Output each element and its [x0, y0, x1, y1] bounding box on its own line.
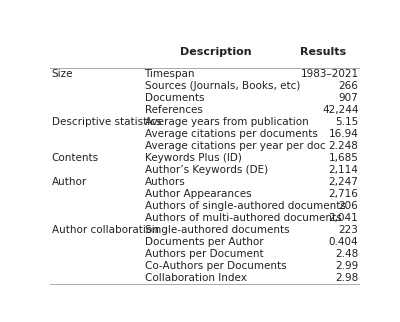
Text: Co-Authors per Documents: Co-Authors per Documents	[144, 261, 286, 271]
Text: 2,247: 2,247	[328, 177, 358, 187]
Text: Average years from publication: Average years from publication	[144, 117, 308, 127]
Text: Authors of single-authored documents: Authors of single-authored documents	[144, 201, 346, 211]
Text: 5.15: 5.15	[335, 117, 358, 127]
Text: Average citations per documents: Average citations per documents	[144, 129, 318, 139]
Text: Descriptive statistics: Descriptive statistics	[52, 117, 161, 127]
Text: Single-authored documents: Single-authored documents	[144, 225, 289, 235]
Text: 16.94: 16.94	[328, 129, 358, 139]
Text: Sources (Journals, Books, etc): Sources (Journals, Books, etc)	[144, 81, 300, 91]
Text: Documents per Author: Documents per Author	[144, 237, 263, 247]
Text: Results: Results	[300, 47, 346, 57]
Text: 2.98: 2.98	[335, 273, 358, 283]
Text: Description: Description	[180, 47, 252, 57]
Text: Keywords Plus (ID): Keywords Plus (ID)	[144, 153, 242, 163]
Text: Documents: Documents	[144, 93, 204, 103]
Text: 42,244: 42,244	[322, 105, 358, 115]
Text: 2,114: 2,114	[328, 165, 358, 175]
Text: 2,041: 2,041	[329, 213, 358, 223]
Text: Authors: Authors	[144, 177, 185, 187]
Text: Author’s Keywords (DE): Author’s Keywords (DE)	[144, 165, 268, 175]
Text: 907: 907	[339, 93, 358, 103]
Text: Timespan: Timespan	[144, 69, 195, 80]
Text: 0.404: 0.404	[329, 237, 358, 247]
Text: 223: 223	[338, 225, 358, 235]
Text: 2.248: 2.248	[328, 141, 358, 151]
Text: Author Appearances: Author Appearances	[144, 189, 251, 199]
Text: 2.99: 2.99	[335, 261, 358, 271]
Text: Average citations per year per doc: Average citations per year per doc	[144, 141, 325, 151]
Text: 2.48: 2.48	[335, 249, 358, 259]
Text: Author: Author	[52, 177, 87, 187]
Text: Author collaboration: Author collaboration	[52, 225, 158, 235]
Text: 1983–2021: 1983–2021	[300, 69, 358, 80]
Text: 1,685: 1,685	[328, 153, 358, 163]
Text: 2,716: 2,716	[328, 189, 358, 199]
Text: Authors per Document: Authors per Document	[144, 249, 263, 259]
Text: 266: 266	[338, 81, 358, 91]
Text: Authors of multi-authored documents: Authors of multi-authored documents	[144, 213, 341, 223]
Text: References: References	[144, 105, 202, 115]
Text: Collaboration Index: Collaboration Index	[144, 273, 246, 283]
Text: Contents: Contents	[52, 153, 99, 163]
Text: 206: 206	[339, 201, 358, 211]
Text: Size: Size	[52, 69, 73, 80]
